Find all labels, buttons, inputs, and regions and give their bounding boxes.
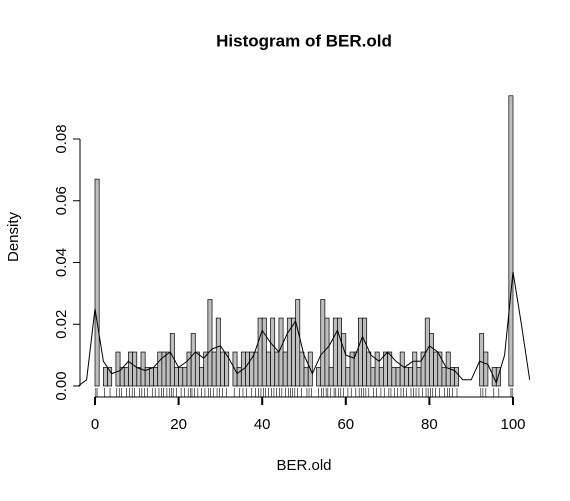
chart-title: Histogram of BER.old (216, 31, 392, 50)
bar (416, 367, 422, 387)
bar (178, 367, 184, 387)
bar (207, 299, 213, 387)
bar (320, 299, 326, 387)
bar (182, 367, 188, 387)
bar (278, 317, 284, 387)
bar (378, 367, 384, 387)
bar (303, 367, 309, 387)
bar (270, 317, 276, 387)
bar (245, 351, 251, 387)
bar (332, 317, 338, 387)
bar (224, 351, 230, 387)
bar (357, 317, 363, 387)
bar (153, 367, 159, 387)
bar (433, 351, 439, 387)
bar (370, 367, 376, 387)
bar (345, 367, 351, 387)
bar (429, 333, 434, 387)
y-tick-label: 0.08 (53, 124, 70, 153)
y-tick-label: 0.06 (53, 186, 70, 215)
bar (274, 351, 280, 387)
bar (249, 351, 255, 387)
bar (403, 367, 409, 387)
bar (123, 367, 129, 387)
bar (132, 351, 138, 387)
bar (165, 351, 171, 387)
bar (115, 351, 121, 387)
bar (441, 367, 447, 387)
bar (391, 367, 397, 387)
bar (236, 367, 242, 387)
bar (199, 367, 205, 387)
bar (374, 351, 380, 387)
bar (454, 367, 460, 387)
bar (220, 351, 225, 387)
x-tick-label: 40 (254, 416, 271, 433)
bar (328, 367, 334, 387)
bar (107, 367, 113, 387)
bar (253, 351, 259, 387)
bar (194, 351, 200, 387)
bar (437, 351, 443, 387)
bar (169, 333, 175, 387)
bar (337, 317, 342, 387)
bar (412, 351, 418, 387)
x-tick-label: 20 (170, 416, 187, 433)
y-tick-label: 0.02 (53, 310, 70, 339)
bar (316, 367, 322, 387)
bar (383, 351, 388, 387)
y-tick-label: 0.00 (53, 371, 70, 400)
bar (261, 317, 267, 387)
bar (103, 367, 108, 387)
bar (299, 351, 305, 387)
bar (128, 351, 133, 387)
bar (291, 317, 296, 387)
bar (282, 351, 288, 387)
bar (399, 351, 405, 387)
bar (324, 317, 330, 387)
x-tick-label: 100 (500, 416, 525, 433)
density-line (78, 271, 531, 387)
x-tick-label: 0 (91, 416, 99, 433)
y-axis-label: Density (5, 211, 22, 262)
x-axis-label: BER.old (276, 457, 331, 474)
bar (395, 367, 401, 387)
bar (215, 317, 221, 387)
bar (362, 317, 368, 387)
bar (94, 178, 100, 387)
bar (174, 367, 179, 387)
bar (148, 367, 154, 387)
bar (408, 367, 414, 387)
bar (341, 333, 347, 387)
bar (211, 351, 217, 387)
bar (266, 351, 271, 387)
bar (190, 333, 196, 387)
bar (257, 317, 263, 387)
bar (508, 95, 514, 387)
bar (136, 367, 142, 387)
bar (295, 299, 301, 387)
bar (483, 351, 489, 387)
x-tick-label: 80 (421, 416, 438, 433)
bar (479, 333, 485, 387)
x-tick-label: 60 (337, 416, 354, 433)
bar (387, 351, 393, 387)
y-tick-label: 0.04 (53, 248, 70, 277)
bar (366, 351, 372, 387)
bar (491, 367, 497, 387)
bar (157, 351, 163, 387)
